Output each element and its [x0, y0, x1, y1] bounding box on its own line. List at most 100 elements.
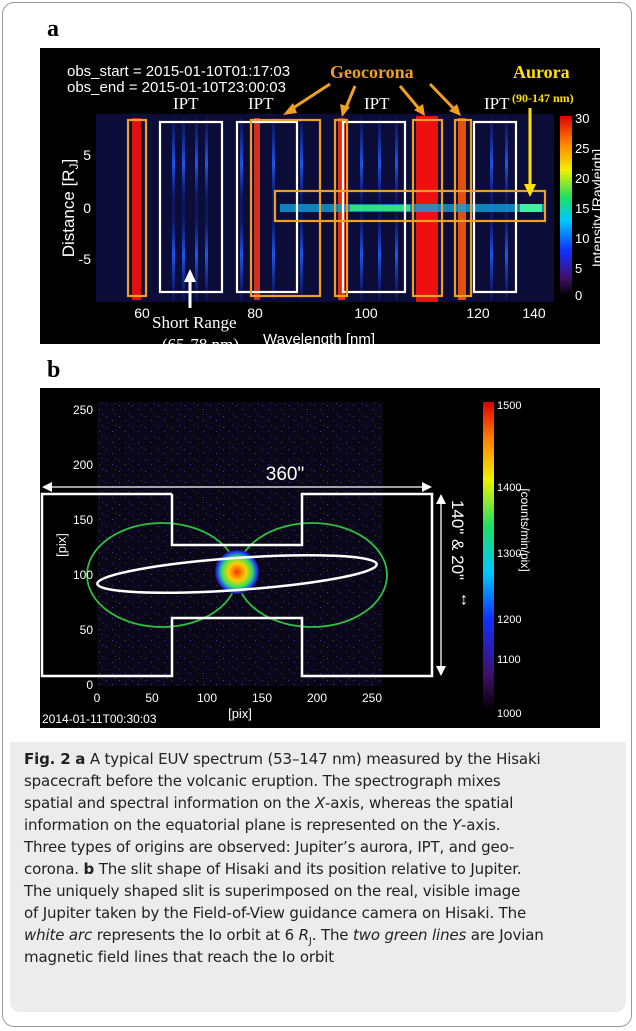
colorbar-label: Intensity [Rayleigh] [589, 149, 605, 267]
caption-text: represents the Io orbit at 6 [92, 926, 299, 944]
caption: Fig. 2 a A typical EUV spectrum (53–147 … [10, 742, 626, 1012]
x-tick-label: 60 [134, 305, 150, 321]
slit [40, 492, 434, 678]
colorbar-tick-label: 15 [575, 201, 589, 216]
caption-line: spatial and spectral information on the … [24, 794, 513, 812]
x-tick-label: 80 [247, 305, 263, 321]
y-tick-label: 150 [73, 513, 93, 527]
short-range-label: Short Range [152, 313, 237, 332]
y-tick-label: 50 [80, 623, 94, 637]
aurora-arrow [524, 108, 536, 197]
timestamp: 2014-01-11T00:30:03 [42, 712, 157, 726]
figure-number: Fig. 2 [24, 750, 71, 768]
caption-text: corona. [24, 860, 84, 878]
colorbar-tick-label: 1200 [497, 614, 521, 626]
caption-text: Three types of origins are observed: Jup… [24, 838, 515, 856]
geocorona-label: Geocorona [330, 62, 414, 82]
colorbar-ticks: 1500 1400 1300 1200 1100 1000 [497, 400, 521, 720]
colorbar-tick-label: 10 [575, 231, 589, 246]
y-tick-label: 100 [73, 568, 93, 582]
colorbar-tick-label: 1000 [497, 708, 521, 720]
caption-text: are Jovian [466, 926, 544, 944]
x-axis-label: Wavelength [nm] [263, 331, 375, 348]
colorbar-tick-label: 20 [575, 171, 589, 186]
caption-text: spacecraft before the volcanic eruption.… [24, 772, 501, 790]
caption-text: The uniquely shaped slit is superimposed… [24, 882, 521, 900]
caption-text: -axis, whereas the spatial [325, 794, 514, 812]
x-tick-label: 100 [197, 691, 217, 705]
x-axis-label: [pix] [228, 706, 252, 721]
caption-subscript: J [308, 936, 312, 947]
caption-line: corona. b The slit shape of Hisaki and i… [24, 860, 522, 878]
part-label: a [75, 750, 86, 768]
caption-text: The slit shape of Hisaki and its positio… [94, 860, 522, 878]
colorbar-tick-label: 1500 [497, 400, 521, 412]
x-tick-label: 200 [307, 691, 327, 705]
y-axis-label: Distance [RJ] [59, 159, 81, 258]
ipt-label: IPT [484, 94, 510, 113]
height-arrow: ↔ [457, 592, 476, 609]
colorbar-tick-label: 0 [575, 288, 582, 303]
y-tick-label: 250 [73, 403, 93, 417]
width-label: 360" [266, 464, 304, 485]
obs-end: obs_end = 2015-01-10T23:00:03 [67, 79, 286, 96]
caption-text: of Jupiter taken by the Field-of-View gu… [24, 904, 527, 922]
caption-line: Three types of origins are observed: Jup… [24, 838, 514, 856]
x-tick-label: 50 [145, 691, 159, 705]
jupiter [215, 550, 259, 594]
x-tick-label: 140 [522, 305, 546, 321]
caption-italic: X [314, 794, 325, 812]
obs-start: obs_start = 2015-01-10T01:17:03 [67, 63, 290, 80]
aurora-label: Aurora [513, 62, 570, 82]
ipt-label: IPT [248, 94, 274, 113]
caption-line: Fig. 2 a A typical EUV spectrum (53–147 … [24, 750, 541, 768]
y-tick-label: 5 [83, 147, 91, 163]
panel-b: 360" 140" & 20" ↔ [pix] [pix] 2014-01-11… [40, 388, 600, 728]
colorbar-tick-label: 5 [575, 261, 582, 276]
caption-line: information on the equatorial plane is r… [24, 816, 501, 834]
y-axis-label-main: Distance [R [59, 169, 78, 257]
x-tick-label: 150 [252, 691, 272, 705]
colorbar-tick-label: 25 [575, 141, 589, 156]
x-tick-label: 120 [466, 305, 490, 321]
short-range-arrow [184, 269, 196, 308]
caption-italic: white arc [24, 926, 93, 944]
height-label: 140" & 20" [448, 500, 467, 580]
dimension-arrows [42, 482, 446, 676]
caption-text: spatial and spectral information on the [24, 794, 315, 812]
colorbar-tick-label: 1300 [497, 548, 521, 560]
caption-italic: R [298, 926, 309, 944]
short-range-span: (65-78 nm) [162, 335, 239, 354]
x-ticks: 0 50 100 150 200 250 [94, 691, 383, 705]
colorbar [483, 402, 494, 712]
x-ticks: 60 80 100 120 140 [134, 305, 546, 321]
caption-text: -axis. [461, 816, 501, 834]
y-axis-label-end: ] [59, 159, 78, 164]
colorbar-ticks: 30 25 20 15 10 5 0 [575, 111, 589, 303]
x-tick-label: 100 [354, 305, 378, 321]
ipt-label: IPT [173, 94, 199, 113]
y-tick-label: 200 [73, 458, 93, 472]
y-axis-label-sub: J [67, 163, 81, 169]
y-tick-label: 0 [86, 678, 93, 692]
x-tick-label: 250 [362, 691, 382, 705]
caption-line: white arc represents the Io orbit at 6 R… [24, 926, 544, 947]
y-tick-label: -5 [79, 251, 92, 267]
panel-a: obs_start = 2015-01-10T01:17:03 obs_end … [40, 48, 605, 354]
caption-line: spacecraft before the volcanic eruption.… [24, 772, 501, 790]
caption-text: . The [311, 926, 354, 944]
aurora-range: (90-147 nm) [512, 91, 574, 105]
ipt-label: IPT [364, 94, 390, 113]
caption-line: of Jupiter taken by the Field-of-View gu… [24, 904, 526, 922]
y-ticks: 250 200 150 100 50 0 [73, 403, 93, 692]
caption-text: magnetic field lines that reach the Io o… [24, 948, 334, 966]
panel-label: a [47, 16, 59, 42]
geocorona-boxes [126, 118, 547, 298]
part-label: b [83, 860, 95, 878]
panel-label: b [47, 357, 61, 383]
colorbar-tick-label: 30 [575, 111, 589, 126]
colorbar [560, 116, 572, 296]
caption-italic: Y [452, 816, 462, 834]
